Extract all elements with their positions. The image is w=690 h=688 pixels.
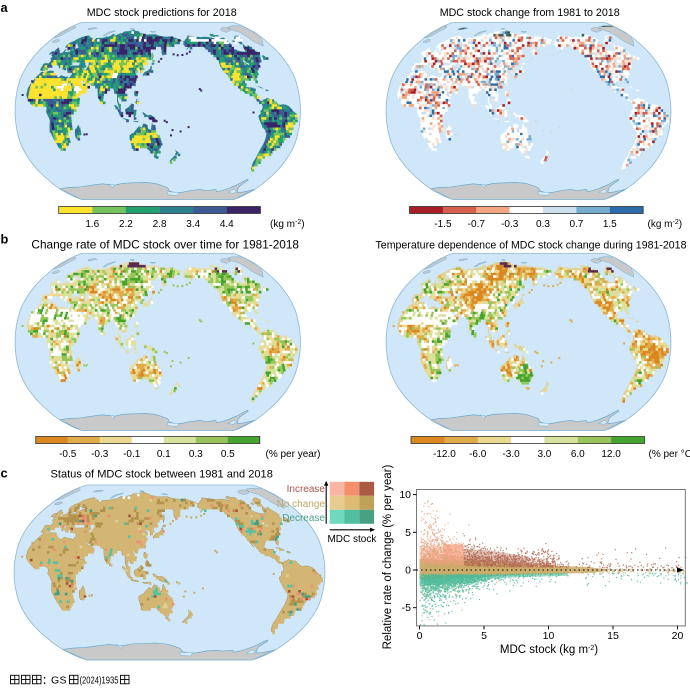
svg-text:MDC stock change from 1981 to: MDC stock change from 1981 to 2018 [440, 7, 620, 19]
svg-text:0.5: 0.5 [221, 449, 235, 460]
svg-text:Change rate of MDC stock over: Change rate of MDC stock over time for 1… [31, 238, 299, 252]
svg-text:2.8: 2.8 [153, 219, 167, 230]
svg-text:a: a [1, 0, 9, 15]
svg-text:(2024)1935: (2024)1935 [80, 676, 119, 687]
svg-text:-12.0: -12.0 [433, 449, 456, 460]
svg-text:Relative rate of change (% per: Relative rate of change (% per year) [382, 464, 394, 649]
svg-text:Decrease: Decrease [282, 513, 325, 524]
svg-text:0.3: 0.3 [189, 449, 203, 460]
svg-text:12.0: 12.0 [601, 449, 621, 460]
svg-text:Increase: Increase [287, 484, 326, 495]
svg-text:10: 10 [399, 489, 411, 501]
svg-text:15: 15 [607, 630, 619, 642]
svg-text:5: 5 [405, 527, 411, 539]
svg-text:-0.3: -0.3 [501, 219, 519, 230]
svg-text:(kg m-2): (kg m-2) [270, 219, 305, 231]
svg-text:0.1: 0.1 [157, 449, 171, 460]
svg-text:0: 0 [405, 565, 411, 577]
svg-text:：: ： [42, 675, 53, 687]
svg-text:MDC stock: MDC stock [327, 534, 377, 545]
svg-text:6.0: 6.0 [571, 449, 585, 460]
svg-text:Temperature dependence of MDC: Temperature dependence of MDC stock chan… [376, 240, 687, 252]
svg-text:0: 0 [417, 630, 423, 642]
svg-text:(% per year): (% per year) [266, 449, 321, 460]
svg-text:2.2: 2.2 [119, 219, 133, 230]
svg-text:(% per °C): (% per °C) [649, 449, 690, 460]
svg-text:No change: No change [277, 499, 326, 510]
svg-text:10: 10 [543, 630, 555, 642]
svg-text:-1.5: -1.5 [434, 219, 452, 230]
svg-text:-0.7: -0.7 [468, 219, 486, 230]
svg-text:5: 5 [481, 630, 487, 642]
svg-text:0.7: 0.7 [569, 219, 583, 230]
svg-text:-0.3: -0.3 [91, 449, 109, 460]
svg-text:Status of MDC stock between 19: Status of MDC stock between 1981 and 201… [51, 469, 273, 481]
svg-text:20: 20 [672, 630, 684, 642]
svg-text:-0.1: -0.1 [123, 449, 141, 460]
svg-text:3.0: 3.0 [537, 449, 551, 460]
svg-text:-5: -5 [402, 602, 411, 614]
svg-text:-0.5: -0.5 [59, 449, 77, 460]
svg-text:3.4: 3.4 [186, 219, 200, 230]
svg-text:MDC stock predictions for 2018: MDC stock predictions for 2018 [87, 7, 237, 19]
svg-text:4.4: 4.4 [220, 219, 234, 230]
svg-text:-6.0: -6.0 [469, 449, 487, 460]
svg-text:1.5: 1.5 [603, 219, 617, 230]
svg-text:(kg m-2): (kg m-2) [648, 219, 683, 231]
svg-text:MDC stock (kg m-2): MDC stock (kg m-2) [500, 644, 598, 656]
svg-text:b: b [1, 232, 9, 247]
svg-text:c: c [1, 466, 8, 481]
svg-text:1.6: 1.6 [85, 219, 99, 230]
svg-text:GS: GS [51, 675, 67, 687]
svg-text:-3.0: -3.0 [502, 449, 520, 460]
svg-text:0.3: 0.3 [536, 219, 550, 230]
